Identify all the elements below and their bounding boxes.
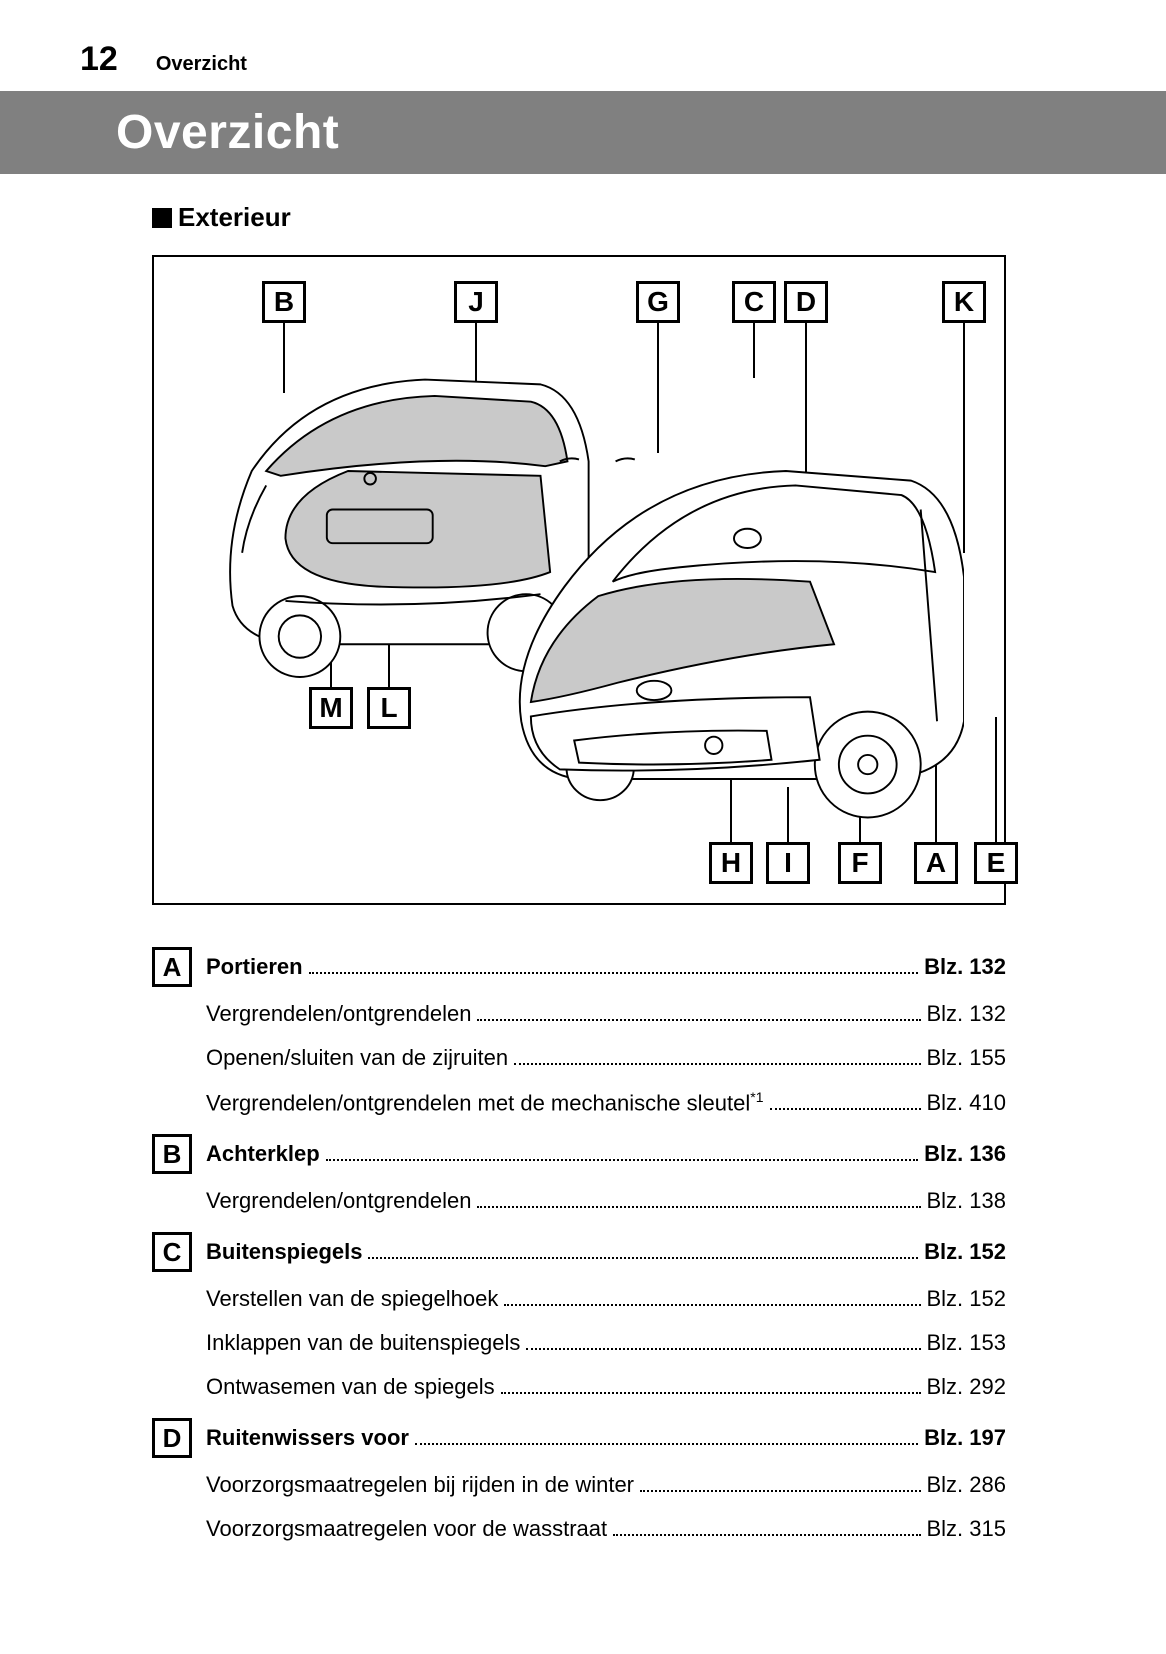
toc-page-ref: Blz. 138 [927,1188,1007,1214]
callout-h: H [709,842,753,884]
leader-line [995,717,997,842]
dot-leader [501,1392,921,1394]
dot-leader [415,1443,918,1445]
toc-head-label: Achterklep [206,1141,320,1167]
toc-page-ref: Blz. 153 [927,1330,1007,1356]
toc-sub-label: Ontwasemen van de spiegels [206,1374,495,1400]
toc-page-ref: Blz. 136 [924,1141,1006,1167]
toc-sup: *1 [750,1089,763,1105]
toc-item: A Portieren Blz. 132 Vergrendelen/ontgre… [152,947,1006,1116]
toc-page-ref: Blz. 155 [927,1045,1007,1071]
dot-leader [477,1206,920,1208]
toc-head-label: Portieren [206,954,303,980]
dot-leader [309,972,918,974]
toc-sub-line: Inklappen van de buitenspiegels Blz. 153 [152,1330,1006,1356]
breadcrumb: Overzicht [156,53,247,76]
dot-leader [477,1019,920,1021]
toc-item: D Ruitenwissers voor Blz. 197 Voorzorgsm… [152,1418,1006,1542]
toc-sub-label: Vergrendelen/ontgrendelen [206,1001,471,1027]
toc-sub-label: Voorzorgsmaatregelen bij rijden in de wi… [206,1472,634,1498]
toc-sub-label: Verstellen van de spiegelhoek [206,1286,498,1312]
toc-item-head: A Portieren Blz. 132 [152,947,1006,987]
toc-sub-line: Vergrendelen/ontgrendelen Blz. 138 [152,1188,1006,1214]
content-list: A Portieren Blz. 132 Vergrendelen/ontgre… [0,947,1166,1542]
toc-sub-line: Vergrendelen/ontgrendelen met de mechani… [152,1089,1006,1116]
toc-head-label: Buitenspiegels [206,1239,362,1265]
dot-leader [640,1490,920,1492]
toc-head-line: Portieren Blz. 132 [206,954,1006,980]
toc-sub-line: Ontwasemen van de spiegels Blz. 292 [152,1374,1006,1400]
toc-page-ref: Blz. 292 [927,1374,1007,1400]
toc-item: C Buitenspiegels Blz. 152 Verstellen van… [152,1232,1006,1400]
toc-head-line: Buitenspiegels Blz. 152 [206,1239,1006,1265]
toc-item-head: B Achterklep Blz. 136 [152,1134,1006,1174]
toc-sub-label: Voorzorgsmaatregelen voor de wasstraat [206,1516,607,1542]
toc-item-head: C Buitenspiegels Blz. 152 [152,1232,1006,1272]
toc-item-head: D Ruitenwissers voor Blz. 197 [152,1418,1006,1458]
dot-leader [770,1108,921,1110]
toc-letter-box: B [152,1134,192,1174]
subsection-row: Exterieur [0,202,1166,233]
toc-sub-label: Vergrendelen/ontgrendelen [206,1188,471,1214]
toc-head-line: Achterklep Blz. 136 [206,1141,1006,1167]
toc-head-label: Ruitenwissers voor [206,1425,409,1451]
title-bar: Overzicht [0,91,1166,174]
toc-sub-label: Openen/sluiten van de zijruiten [206,1045,508,1071]
toc-sub-line: Vergrendelen/ontgrendelen Blz. 132 [152,1001,1006,1027]
toc-page-ref: Blz. 410 [927,1090,1007,1116]
toc-letter-box: D [152,1418,192,1458]
toc-sub-line: Openen/sluiten van de zijruiten Blz. 155 [152,1045,1006,1071]
toc-page-ref: Blz. 152 [927,1286,1007,1312]
callout-e: E [974,842,1018,884]
toc-letter-box: A [152,947,192,987]
page-number: 12 [80,40,118,79]
toc-sub-label: Vergrendelen/ontgrendelen met de mechani… [206,1089,764,1116]
exterior-diagram: B J G C D K M L H I F A E [152,255,1006,905]
subsection-title: Exterieur [178,202,291,233]
subsection-marker-icon [152,208,172,228]
toc-item: B Achterklep Blz. 136 Vergrendelen/ontgr… [152,1134,1006,1214]
dot-leader [613,1534,920,1536]
toc-sub-line: Verstellen van de spiegelhoek Blz. 152 [152,1286,1006,1312]
toc-page-ref: Blz. 132 [924,954,1006,980]
dot-leader [326,1159,918,1161]
dot-leader [504,1304,920,1306]
car-illustration-icon [194,317,964,827]
toc-page-ref: Blz. 197 [924,1425,1006,1451]
callout-f: F [838,842,882,884]
toc-page-ref: Blz. 286 [927,1472,1007,1498]
page: 12 Overzicht Overzicht Exterieur B J G C… [0,0,1166,1542]
toc-page-ref: Blz. 315 [927,1516,1007,1542]
toc-sub-line: Voorzorgsmaatregelen bij rijden in de wi… [152,1472,1006,1498]
toc-head-line: Ruitenwissers voor Blz. 197 [206,1425,1006,1451]
toc-page-ref: Blz. 152 [924,1239,1006,1265]
dot-leader [368,1257,918,1259]
dot-leader [526,1348,920,1350]
callout-a: A [914,842,958,884]
dot-leader [514,1063,920,1065]
toc-sub-line: Voorzorgsmaatregelen voor de wasstraat B… [152,1516,1006,1542]
toc-letter-box: C [152,1232,192,1272]
header-row: 12 Overzicht [0,40,1166,91]
toc-sub-label: Inklappen van de buitenspiegels [206,1330,520,1356]
toc-sub-label-text: Vergrendelen/ontgrendelen met de mechani… [206,1090,750,1115]
toc-page-ref: Blz. 132 [927,1001,1007,1027]
callout-i: I [766,842,810,884]
